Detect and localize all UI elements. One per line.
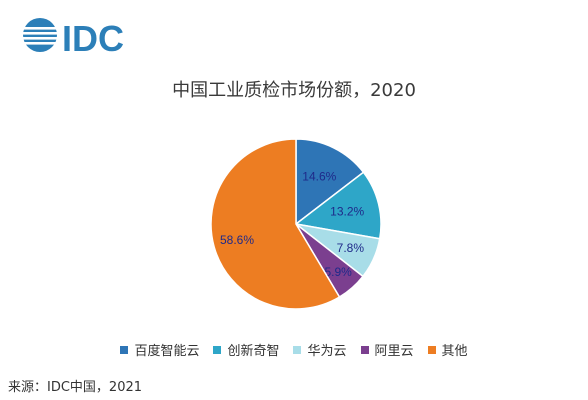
chart-legend: 百度智能云 创新奇智 华为云 阿里云 其他: [0, 340, 588, 359]
legend-swatch: [213, 345, 222, 354]
legend-swatch: [427, 345, 436, 354]
legend-item-5: 其他: [427, 340, 468, 359]
chart-title: 中国工业质检市场份额，2020: [172, 80, 416, 101]
pie-slice-2: [294, 171, 382, 240]
legend-label: 其他: [441, 344, 468, 359]
legend-swatch: [120, 345, 129, 354]
pie-data-label-3: 7.8%: [337, 241, 365, 255]
legend-label: 阿里云: [374, 344, 414, 359]
legend-label: 华为云: [307, 344, 347, 359]
pie-data-label-4: 5.9%: [324, 265, 352, 279]
source-note: 来源：IDC中国，2021: [8, 380, 143, 395]
pie-data-label-1: 14.6%: [302, 170, 336, 184]
legend-item-2: 创新奇智: [213, 340, 279, 359]
legend-item-3: 华为云: [293, 340, 347, 359]
legend-item-1: 百度智能云: [120, 340, 199, 359]
legend-item-4: 阿里云: [360, 340, 414, 359]
idc-logo: IDC: [23, 18, 124, 58]
legend-label: 百度智能云: [134, 344, 200, 359]
pie-slice-1: [295, 138, 365, 226]
pie-data-label-5: 58.6%: [220, 233, 254, 247]
legend-swatch: [360, 345, 369, 354]
pie-slice-5: [210, 138, 341, 310]
idc-logo-text: IDC: [62, 18, 124, 58]
pie-data-label-2: 13.2%: [330, 204, 364, 218]
legend-label: 创新奇智: [227, 344, 280, 359]
legend-swatch: [293, 345, 302, 354]
